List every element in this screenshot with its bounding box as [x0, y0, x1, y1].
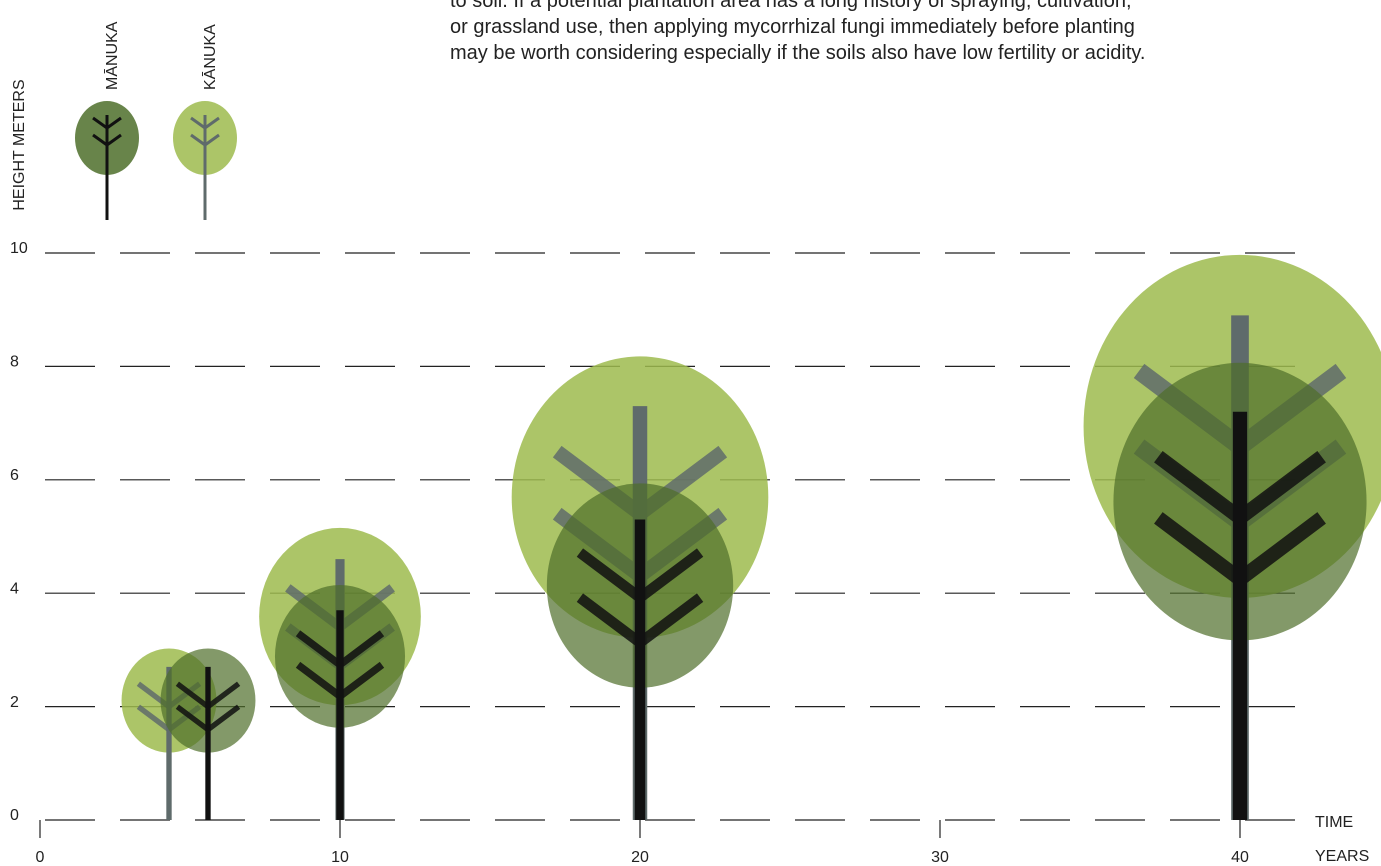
- annotation-line: to soil. If a potential plantation area …: [450, 0, 1146, 14]
- y-tick-label: 4: [10, 580, 19, 597]
- x-tick-label: 10: [331, 849, 349, 866]
- y-tick-label: 10: [10, 240, 28, 257]
- annotation: to soil. If a potential plantation area …: [450, 0, 1146, 66]
- x-tick-label: 20: [631, 849, 649, 866]
- y-tick-label: 8: [10, 354, 19, 371]
- x-tick-label: 0: [36, 849, 45, 866]
- chart: HEIGHT METERS TIME YEARS 0 2 4 6 8 10 0 10 20 30 4…: [0, 0, 1381, 866]
- page: HEIGHT METERS TIME YEARS 0 2 4 6 8 10 0 10 20 30 4…: [0, 0, 1381, 866]
- annotation-line: or grassland use, then applying mycorrhi…: [450, 14, 1146, 40]
- y-tick-label: 0: [10, 807, 19, 824]
- y-axis-label: HEIGHT METERS: [11, 79, 28, 210]
- tree: [1113, 363, 1366, 820]
- legend-item: MĀNUKA: [75, 21, 139, 220]
- tree: [275, 585, 405, 820]
- x-axis-unit: YEARS: [1315, 848, 1369, 865]
- annotation-line: may be worth considering especially if t…: [450, 40, 1146, 66]
- tree: [161, 649, 256, 820]
- x-tick-label: 40: [1231, 849, 1249, 866]
- y-tick-label: 2: [10, 694, 19, 711]
- legend-item: KĀNUKA: [173, 24, 237, 220]
- legend-label: KĀNUKA: [201, 24, 219, 90]
- y-tick-label: 6: [10, 467, 19, 484]
- legend-label: MĀNUKA: [103, 21, 121, 90]
- tree: [547, 483, 733, 820]
- x-axis-label: TIME: [1315, 814, 1353, 831]
- x-tick-label: 30: [931, 849, 949, 866]
